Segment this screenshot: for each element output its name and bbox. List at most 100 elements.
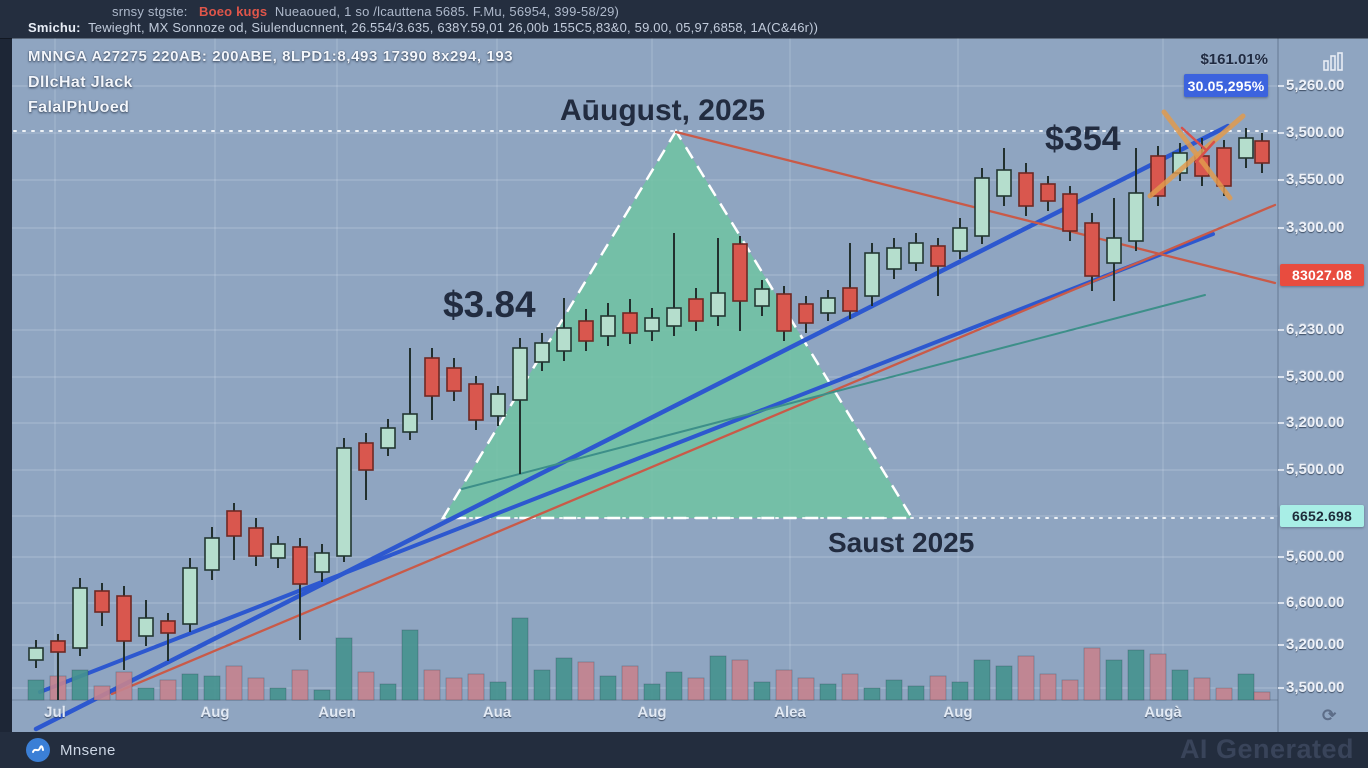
price-axis-label: 3,200.00 [1277,414,1345,431]
candlestick [688,288,704,331]
volume-bar [555,657,573,701]
volume-bar [929,675,947,701]
candle-body [138,617,154,637]
volume-bar [1083,647,1101,701]
candlestick [710,238,726,326]
price-badge-last-price: 83027.08 [1280,264,1364,286]
candlestick [138,600,154,646]
candle-body [952,227,968,252]
red-trendline-rising [110,203,1277,696]
candlestick [424,348,440,420]
candle-body [226,510,242,537]
candle-body [864,252,880,297]
candlestick [226,503,242,560]
price-axis-label: 3,200.00 [1277,636,1345,653]
candle-body [380,427,396,449]
indicator-change-badge: 30.05,295% [1184,74,1268,97]
annotation-price-right: $354 [1045,120,1121,158]
candle-body [666,307,682,327]
candlestick [94,583,110,626]
blue-trendline-upper [33,123,1231,732]
candlestick [622,299,638,344]
candlestick [336,438,352,562]
time-axis-label: Aug [200,704,230,721]
candlestick [886,238,902,279]
candle-body [1238,137,1254,159]
candle-body [50,640,66,653]
candle-body [996,169,1012,197]
candlestick [644,308,660,341]
chart-legend: MNNGA A27275 220AB: 200ABE, 8LPD1:8,493 … [28,48,513,124]
candlestick [1106,198,1122,301]
app-logo-icon[interactable] [26,738,50,762]
volume-bar [27,679,45,701]
volume-bar [1193,677,1211,701]
candle-body [556,327,572,352]
price-axis[interactable]: ⟳ 5,260.00 3,500.00 3,550.00 3,300.00 6,230.… [1277,38,1368,732]
candlestick [864,243,880,306]
candlestick [1238,128,1254,168]
volume-bar [1017,655,1035,701]
candlestick [28,640,44,668]
scribble-accent [1194,140,1216,164]
candle-body [1254,140,1270,164]
candle-body [688,298,704,322]
candle-body [424,357,440,397]
candlestick [666,233,682,336]
blue-trendline-lower [38,232,1215,694]
candle-body [402,413,418,433]
candle-body [512,347,528,401]
volume-bar [115,671,133,701]
candlestick [1062,186,1078,241]
time-axis[interactable]: Jul Aug Auen Aua Aug Alea Aug Augà [0,700,1368,732]
candle-body [490,393,506,417]
volume-bar [511,617,529,701]
volume-bar [445,677,463,701]
plot-area [12,38,1278,732]
candle-body [1216,147,1232,187]
candle-body [578,320,594,342]
candle-body [1040,183,1056,202]
status-line1-highlight: Boeo kugs [199,4,268,19]
status-line-2: Smichu: Tewieght, MX Sonnoze od, Siulend… [28,21,818,34]
candlestick [556,298,572,361]
volume-bar [379,683,397,701]
candle-body [600,315,616,337]
candle-body [94,590,110,613]
price-axis-label: 6,600.00 [1277,594,1345,611]
volume-bar [973,659,991,701]
candle-body [1106,237,1122,264]
candlestick [72,578,88,656]
candle-body [798,303,814,324]
candle-body [446,367,462,392]
candlestick [1018,163,1034,216]
refresh-icon[interactable]: ⟳ [1322,706,1337,725]
time-axis-label: Aug [943,704,973,721]
volume-bar [1215,687,1233,701]
candlestick [248,518,264,566]
candlestick [930,238,946,296]
volume-bar [1237,673,1255,701]
candle-body [468,383,484,421]
candlestick [1040,176,1056,211]
candlestick [182,558,198,632]
volume-bar [841,673,859,701]
bar-chart-icon[interactable] [1322,52,1344,72]
candle-body [534,342,550,363]
price-axis-label: 3,500.00 [1277,679,1345,696]
candlestick [600,303,616,346]
volume-bar [665,671,683,701]
candle-body [292,546,308,585]
time-axis-label: Auen [318,704,356,721]
candlestick [952,218,968,259]
price-axis-label: 5,260.00 [1277,77,1345,94]
candle-body [820,297,836,314]
candlestick [160,613,176,661]
scribble-accent [1180,126,1208,152]
volume-bar [621,665,639,701]
candle-body [908,242,924,264]
time-axis-label: Aug [637,704,667,721]
candlestick [116,586,132,670]
